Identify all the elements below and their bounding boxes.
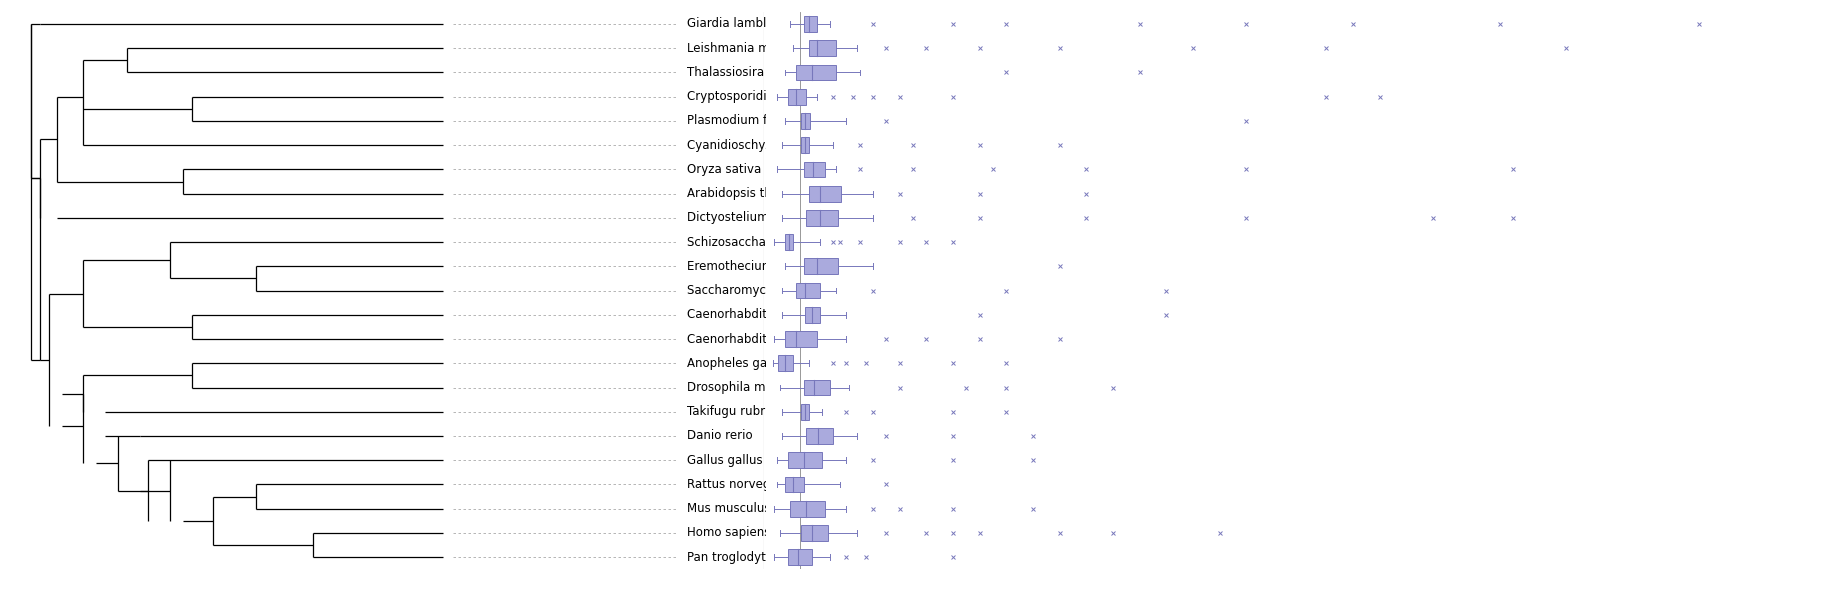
Bar	[779, 355, 792, 371]
Text: Schizosaccharomyces pombe: Schizosaccharomyces pombe	[687, 235, 860, 248]
Text: Caenorhabditis elegans: Caenorhabditis elegans	[687, 308, 825, 321]
Text: Eremothecium gossypii: Eremothecium gossypii	[687, 260, 825, 273]
Bar	[801, 113, 810, 129]
Text: Caenorhabditis briggsae: Caenorhabditis briggsae	[687, 333, 831, 346]
Text: Mus musculus: Mus musculus	[687, 502, 770, 515]
Text: Rattus norvegicus: Rattus norvegicus	[687, 478, 794, 491]
Bar	[801, 525, 827, 541]
Bar	[801, 138, 809, 153]
Text: Anopheles gambiae: Anopheles gambiae	[687, 357, 803, 370]
Bar	[807, 428, 833, 444]
Bar	[801, 404, 809, 420]
Text: Takifugu rubripes: Takifugu rubripes	[687, 405, 788, 418]
Bar	[785, 234, 792, 250]
Bar	[807, 210, 838, 226]
Bar	[803, 380, 831, 396]
Text: Danio rerio: Danio rerio	[687, 429, 752, 442]
Text: Giardia lamblia: Giardia lamblia	[687, 17, 777, 30]
Bar	[803, 161, 825, 177]
Text: Cryptosporidium hominis: Cryptosporidium hominis	[687, 90, 836, 103]
Bar	[809, 40, 836, 56]
Bar	[809, 186, 842, 202]
Text: Gallus gallus: Gallus gallus	[687, 454, 763, 467]
Text: Plasmodium falciparum: Plasmodium falciparum	[687, 114, 825, 127]
Text: Cyanidioschyzon merolae: Cyanidioschyzon merolae	[687, 139, 838, 152]
Text: Dictyostelium discoideum: Dictyostelium discoideum	[687, 211, 840, 224]
Text: Saccharomyces cerevisiae: Saccharomyces cerevisiae	[687, 284, 842, 297]
Bar	[803, 16, 818, 32]
Text: Pan troglodytes: Pan troglodytes	[687, 551, 779, 564]
Text: Drosophila melanogaster: Drosophila melanogaster	[687, 381, 836, 394]
Bar	[785, 331, 818, 347]
Bar	[796, 65, 836, 80]
Bar	[790, 501, 825, 517]
Text: Homo sapiens: Homo sapiens	[687, 527, 770, 540]
Text: Arabidopsis thaliana: Arabidopsis thaliana	[687, 187, 807, 200]
Bar	[788, 89, 807, 104]
Text: Leishmania major: Leishmania major	[687, 42, 792, 55]
Bar	[785, 477, 803, 492]
Text: Oryza sativa: Oryza sativa	[687, 163, 761, 176]
Bar	[803, 259, 838, 274]
Bar	[796, 283, 820, 298]
Bar	[805, 307, 820, 323]
Bar	[788, 549, 812, 565]
Text: Thalassiosira pseudonana: Thalassiosira pseudonana	[687, 66, 840, 79]
Bar	[788, 452, 822, 468]
